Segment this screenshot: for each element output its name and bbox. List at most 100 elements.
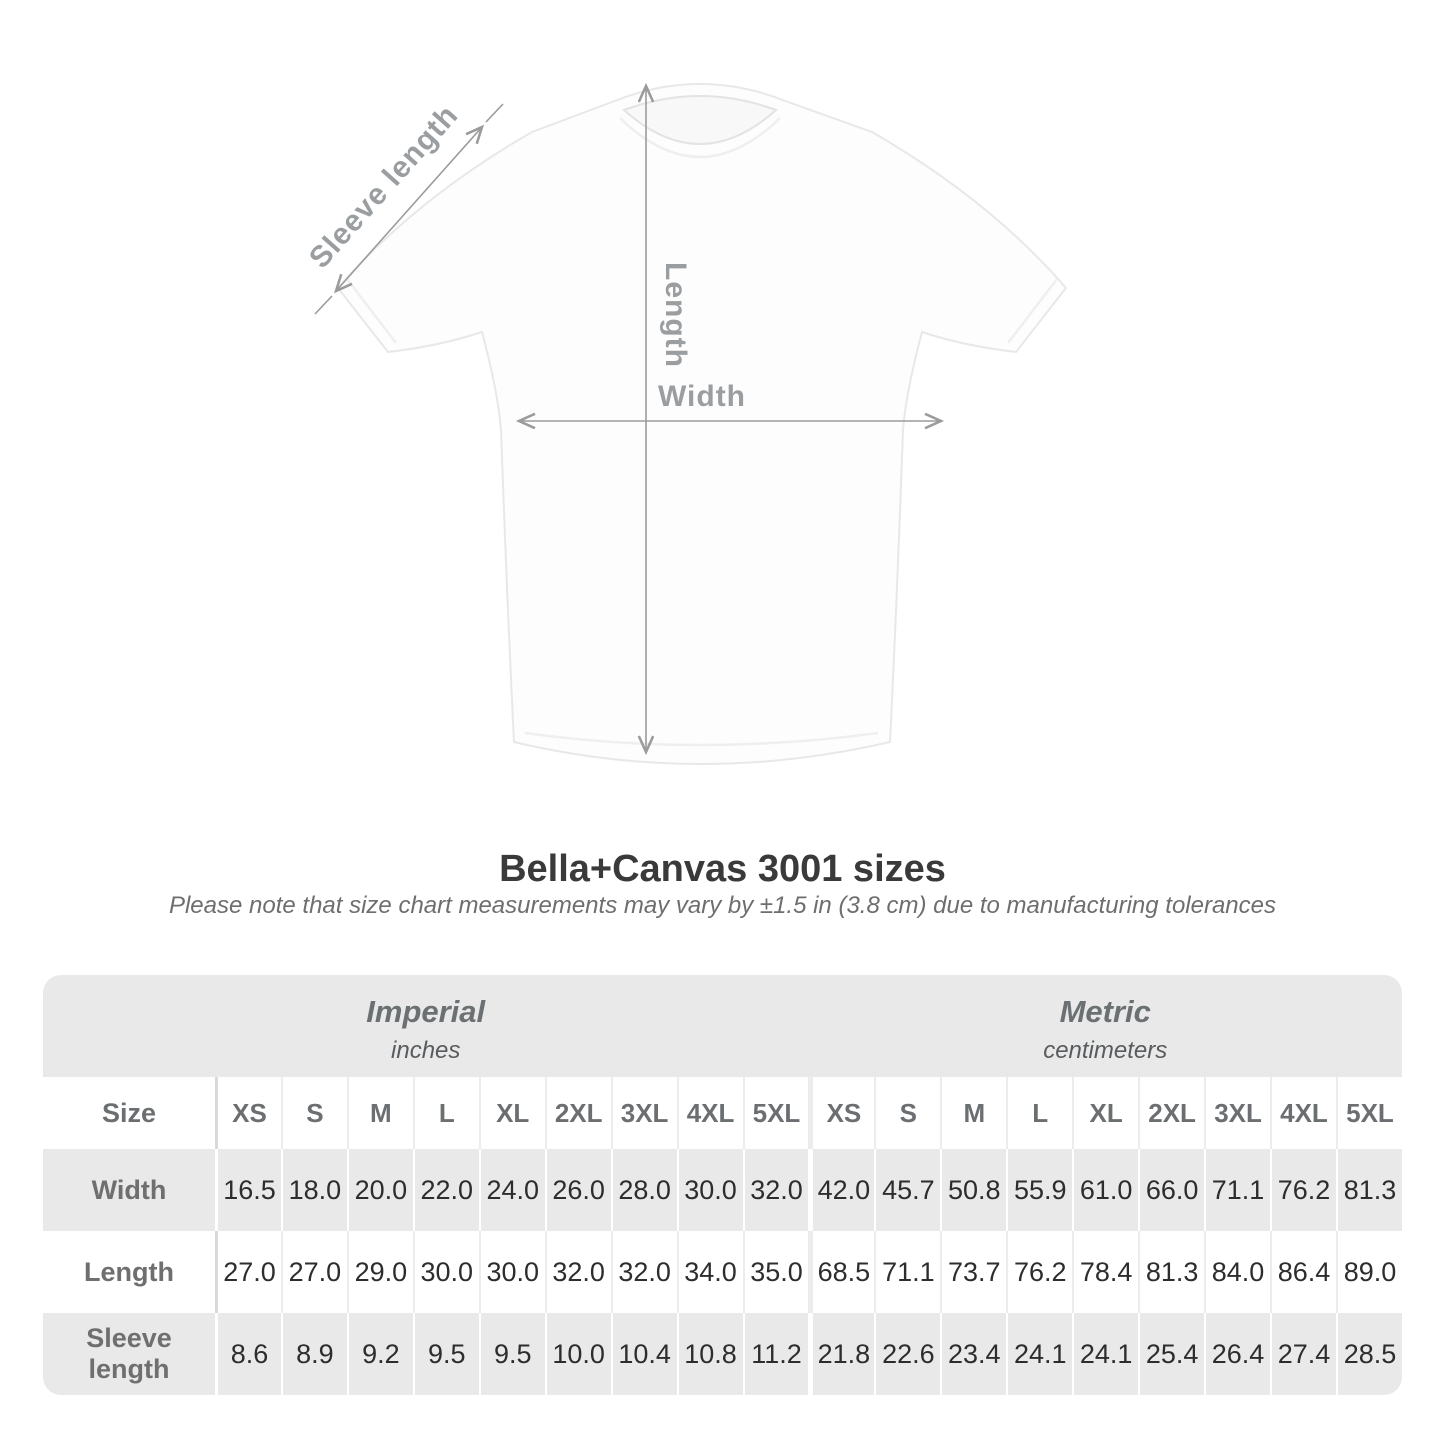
table-cell: 28.0 — [610, 1149, 677, 1231]
table-cell: 10.8 — [676, 1313, 743, 1395]
table-cell: 30.0 — [412, 1231, 479, 1313]
size-table: Imperial inches Metric centimeters Size … — [43, 975, 1402, 1395]
size-header-row: Size XS S M L XL 2XL 3XL 4XL 5XL XS S M … — [43, 1077, 1402, 1149]
table-cell: 71.1 — [874, 1231, 941, 1313]
table-cell: 73.7 — [940, 1231, 1007, 1313]
size-col-header: 4XL — [1270, 1077, 1336, 1149]
size-col-header: XS — [215, 1077, 281, 1149]
table-cell: 68.5 — [808, 1231, 875, 1313]
table-cell: 26.4 — [1204, 1313, 1270, 1395]
group-header-metric: Metric centimeters — [808, 975, 1402, 1077]
sleeve-arrow-overshoot-top — [485, 103, 504, 123]
table-cell: 84.0 — [1204, 1231, 1270, 1313]
table-cell: 71.1 — [1204, 1149, 1270, 1231]
table-cell: 66.0 — [1138, 1149, 1205, 1231]
table-cell: 29.0 — [346, 1231, 413, 1313]
table-cell: 76.2 — [1270, 1149, 1336, 1231]
table-cell: 9.5 — [412, 1313, 479, 1395]
table-cell: 30.0 — [676, 1149, 743, 1231]
table-cell: 61.0 — [1072, 1149, 1139, 1231]
row-label: Sleeve length — [43, 1313, 215, 1395]
table-cell: 27.4 — [1270, 1313, 1336, 1395]
table-cell: 28.5 — [1335, 1313, 1402, 1395]
table-cell: 86.4 — [1270, 1231, 1336, 1313]
size-table-container: Imperial inches Metric centimeters Size … — [43, 975, 1402, 1395]
tshirt-measurement-diagram: Sleeve length Length Width — [303, 0, 1068, 765]
table-row-width: Width 16.5 18.0 20.0 22.0 24.0 26.0 28.0… — [43, 1149, 1402, 1231]
table-cell: 22.6 — [874, 1313, 941, 1395]
size-col-header: 5XL — [1335, 1077, 1402, 1149]
table-row-sleeve-length: Sleeve length 8.6 8.9 9.2 9.5 9.5 10.0 1… — [43, 1313, 1402, 1395]
metric-label: Metric — [1059, 993, 1151, 1029]
table-cell: 20.0 — [346, 1149, 413, 1231]
size-col-header: 2XL — [544, 1077, 611, 1149]
size-col-header: M — [940, 1077, 1007, 1149]
sleeve-arrow-overshoot-bottom — [314, 295, 333, 315]
table-cell: 76.2 — [1006, 1231, 1073, 1313]
table-cell: 32.0 — [610, 1231, 677, 1313]
size-col-header: L — [1006, 1077, 1073, 1149]
table-cell: 30.0 — [478, 1231, 545, 1313]
imperial-unit-label: inches — [391, 1037, 461, 1065]
metric-unit-label: centimeters — [1043, 1037, 1168, 1065]
right-cuff-seam — [1007, 278, 1058, 344]
table-cell: 23.4 — [940, 1313, 1007, 1395]
table-cell: 21.8 — [808, 1313, 875, 1395]
tolerance-note: Please note that size chart measurements… — [168, 892, 1277, 919]
table-cell: 32.0 — [544, 1231, 611, 1313]
collar-opening — [622, 95, 778, 145]
size-col-header: XL — [1072, 1077, 1139, 1149]
size-col-header: 5XL — [742, 1077, 809, 1149]
size-col-header: XS — [808, 1077, 875, 1149]
table-cell: 16.5 — [215, 1149, 281, 1231]
table-cell: 81.3 — [1138, 1231, 1205, 1313]
size-col-header: S — [874, 1077, 941, 1149]
size-col-header: M — [346, 1077, 413, 1149]
table-cell: 50.8 — [940, 1149, 1007, 1231]
table-cell: 45.7 — [874, 1149, 941, 1231]
sleeve-arrow — [336, 127, 482, 291]
table-cell: 27.0 — [280, 1231, 347, 1313]
table-cell: 55.9 — [1006, 1149, 1073, 1231]
tshirt-illustration — [336, 83, 1068, 765]
table-cell: 78.4 — [1072, 1231, 1139, 1313]
table-cell: 24.1 — [1072, 1313, 1139, 1395]
tshirt-outline — [336, 83, 1068, 765]
table-cell: 24.0 — [478, 1149, 545, 1231]
table-cell: 22.0 — [412, 1149, 479, 1231]
table-cell: 18.0 — [280, 1149, 347, 1231]
imperial-label: Imperial — [366, 993, 486, 1029]
size-col-header: L — [412, 1077, 479, 1149]
table-cell: 11.2 — [742, 1313, 809, 1395]
table-cell: 10.4 — [610, 1313, 677, 1395]
table-cell: 9.2 — [346, 1313, 413, 1395]
table-cell: 34.0 — [676, 1231, 743, 1313]
table-cell: 81.3 — [1335, 1149, 1402, 1231]
width-label: Width — [658, 380, 746, 413]
row-label: Length — [43, 1231, 215, 1313]
table-cell: 24.1 — [1006, 1313, 1073, 1395]
size-col-header: 3XL — [1204, 1077, 1270, 1149]
group-header-imperial: Imperial inches — [43, 975, 809, 1077]
row-label: Width — [43, 1149, 215, 1231]
table-row-length: Length 27.0 27.0 29.0 30.0 30.0 32.0 32.… — [43, 1231, 1402, 1313]
page-title: Bella+Canvas 3001 sizes — [499, 848, 946, 890]
table-cell: 25.4 — [1138, 1313, 1205, 1395]
table-cell: 26.0 — [544, 1149, 611, 1231]
unit-group-header-row: Imperial inches Metric centimeters — [43, 975, 1402, 1077]
hem-seam — [524, 731, 879, 747]
size-col-header: 4XL — [676, 1077, 743, 1149]
table-cell: 27.0 — [215, 1231, 281, 1313]
size-col-header: XL — [478, 1077, 545, 1149]
table-cell: 10.0 — [544, 1313, 611, 1395]
size-col-header: 3XL — [610, 1077, 677, 1149]
table-cell: 32.0 — [742, 1149, 809, 1231]
table-cell: 89.0 — [1335, 1231, 1402, 1313]
table-cell: 8.9 — [280, 1313, 347, 1395]
table-cell: 35.0 — [742, 1231, 809, 1313]
length-label: Length — [659, 262, 692, 368]
table-cell: 42.0 — [808, 1149, 875, 1231]
size-column-header: Size — [43, 1077, 215, 1149]
table-cell: 9.5 — [478, 1313, 545, 1395]
